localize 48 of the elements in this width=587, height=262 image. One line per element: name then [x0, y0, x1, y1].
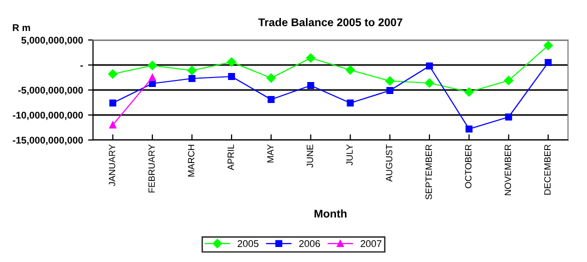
point	[226, 57, 236, 67]
x-tick-label: FEBRUARY	[148, 144, 155, 192]
point	[187, 66, 197, 76]
x-tick-label: OCTOBER	[465, 144, 472, 188]
point	[424, 78, 434, 88]
point	[346, 65, 355, 75]
chart-title: Trade Balance 2005 to 2007	[258, 18, 402, 26]
x-tick-label: NOVEMBER	[504, 144, 512, 196]
y-tick-label: -15,000,000,000	[12, 136, 83, 146]
x-tick-label: MAY	[267, 144, 274, 162]
point	[148, 74, 156, 81]
point	[385, 76, 394, 86]
point	[505, 114, 512, 120]
y-tick-label: -5,000,000,000	[18, 86, 83, 96]
legend-label: 2005	[238, 240, 258, 248]
x-tick-label: DECEMBER	[544, 144, 551, 195]
x-tick-label: JUNE	[306, 144, 314, 168]
x-tick-label: SEPTEMBER	[425, 144, 432, 200]
y-tick-label: -	[80, 65, 83, 67]
x-tick-label: APRIL	[228, 144, 234, 170]
point	[504, 76, 514, 86]
legend-label: 2006	[299, 240, 320, 248]
x-tick-label: MARCH	[188, 144, 194, 177]
point	[228, 73, 236, 80]
y-axis-title: R m	[12, 24, 30, 31]
legend-label: 2007	[360, 240, 382, 248]
x-tick-label: AUGUST	[386, 144, 392, 182]
point	[426, 62, 433, 70]
point	[268, 96, 275, 103]
point	[109, 122, 116, 128]
point	[466, 126, 473, 132]
point	[108, 69, 118, 79]
point	[266, 73, 276, 83]
point	[188, 75, 196, 82]
point	[544, 40, 553, 50]
point	[109, 100, 116, 106]
x-tick-label: JANUARY	[108, 144, 116, 186]
x-axis-title: Month	[314, 209, 346, 218]
point	[544, 59, 552, 66]
y-tick-label: -10,000,000,000	[12, 112, 83, 120]
point	[306, 53, 316, 63]
point	[148, 60, 157, 70]
point	[346, 100, 354, 106]
y-tick-label: 5,000,000,000	[21, 36, 83, 46]
point	[386, 87, 394, 94]
point	[307, 82, 314, 89]
x-tick-label: JULY	[346, 144, 353, 166]
point	[464, 87, 474, 97]
